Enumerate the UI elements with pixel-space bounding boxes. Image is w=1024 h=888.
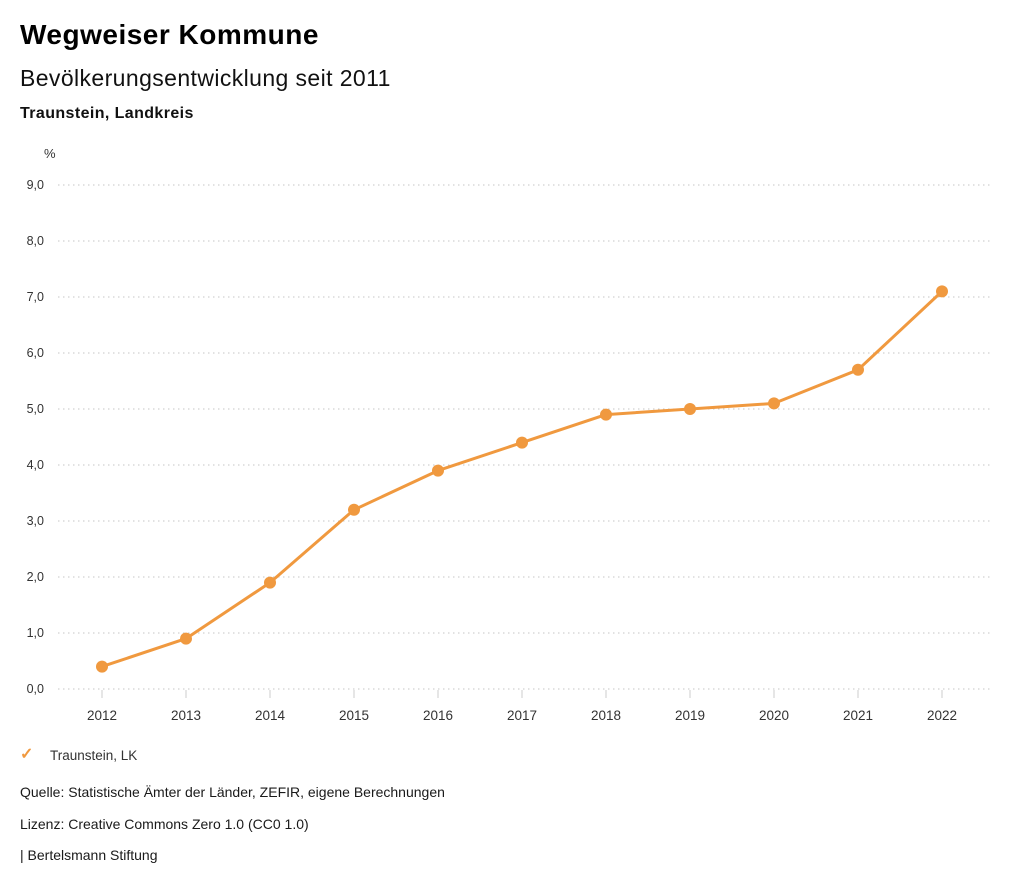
data-point-2016[interactable] <box>432 464 444 477</box>
x-axis-label-2016: 2016 <box>423 708 453 723</box>
region-subtitle: Traunstein, Landkreis <box>20 105 194 122</box>
data-point-2012[interactable] <box>96 660 108 673</box>
attribution-text: | Bertelsmann Stiftung <box>20 847 158 863</box>
x-axis-label-2015: 2015 <box>339 708 369 723</box>
x-axis-label-2013: 2013 <box>171 708 201 723</box>
x-axis-label-2020: 2020 <box>759 708 789 723</box>
data-point-2017[interactable] <box>516 436 528 449</box>
x-axis-label-2012: 2012 <box>87 708 117 723</box>
y-axis-tick-label: 2,0 <box>27 570 44 584</box>
data-point-2021[interactable] <box>852 363 864 376</box>
y-axis-tick-label: 0,0 <box>27 682 44 696</box>
data-point-2020[interactable] <box>768 397 780 410</box>
y-axis-tick-label: 3,0 <box>27 514 44 528</box>
legend-item-traunstein-lk[interactable]: ✓ Traunstein, LK <box>20 746 137 764</box>
y-axis-unit-label: % <box>44 146 56 161</box>
legend-label[interactable]: Traunstein, LK <box>50 747 138 763</box>
data-point-2022[interactable] <box>936 285 948 298</box>
y-axis-tick-label: 5,0 <box>27 402 44 416</box>
x-axis-label-2017: 2017 <box>507 708 537 723</box>
legend-check-icon[interactable]: ✓ <box>20 746 34 763</box>
x-axis-label-2018: 2018 <box>591 708 621 723</box>
x-axis-label-2022: 2022 <box>927 708 957 723</box>
data-point-2019[interactable] <box>684 403 696 415</box>
x-axis-label-2021: 2021 <box>843 708 873 723</box>
series-line-traunstein-lk <box>100 289 944 669</box>
y-axis-tick-label: 7,0 <box>27 290 44 304</box>
y-axis-tick-label: 4,0 <box>27 458 44 472</box>
y-axis-tick-label: 6,0 <box>27 346 44 360</box>
license-text: Lizenz: Creative Commons Zero 1.0 (CC0 1… <box>20 816 309 832</box>
source-text: Quelle: Statistische Ämter der Länder, Z… <box>20 784 445 800</box>
data-point-2018[interactable] <box>600 408 612 421</box>
data-point-2013[interactable] <box>180 632 192 645</box>
data-point-2015[interactable] <box>348 503 360 516</box>
page-title: Wegweiser Kommune <box>20 19 319 50</box>
chart-title: Bevölkerungsentwicklung seit 2011 <box>20 65 391 91</box>
data-point-2014[interactable] <box>264 576 276 589</box>
y-axis-tick-label: 1,0 <box>27 626 44 640</box>
x-axis-label-2019: 2019 <box>675 708 705 723</box>
x-axis-label-2014: 2014 <box>255 708 286 723</box>
y-axis-tick-label: 8,0 <box>27 234 44 248</box>
y-axis-tick-label: 9,0 <box>27 178 44 192</box>
